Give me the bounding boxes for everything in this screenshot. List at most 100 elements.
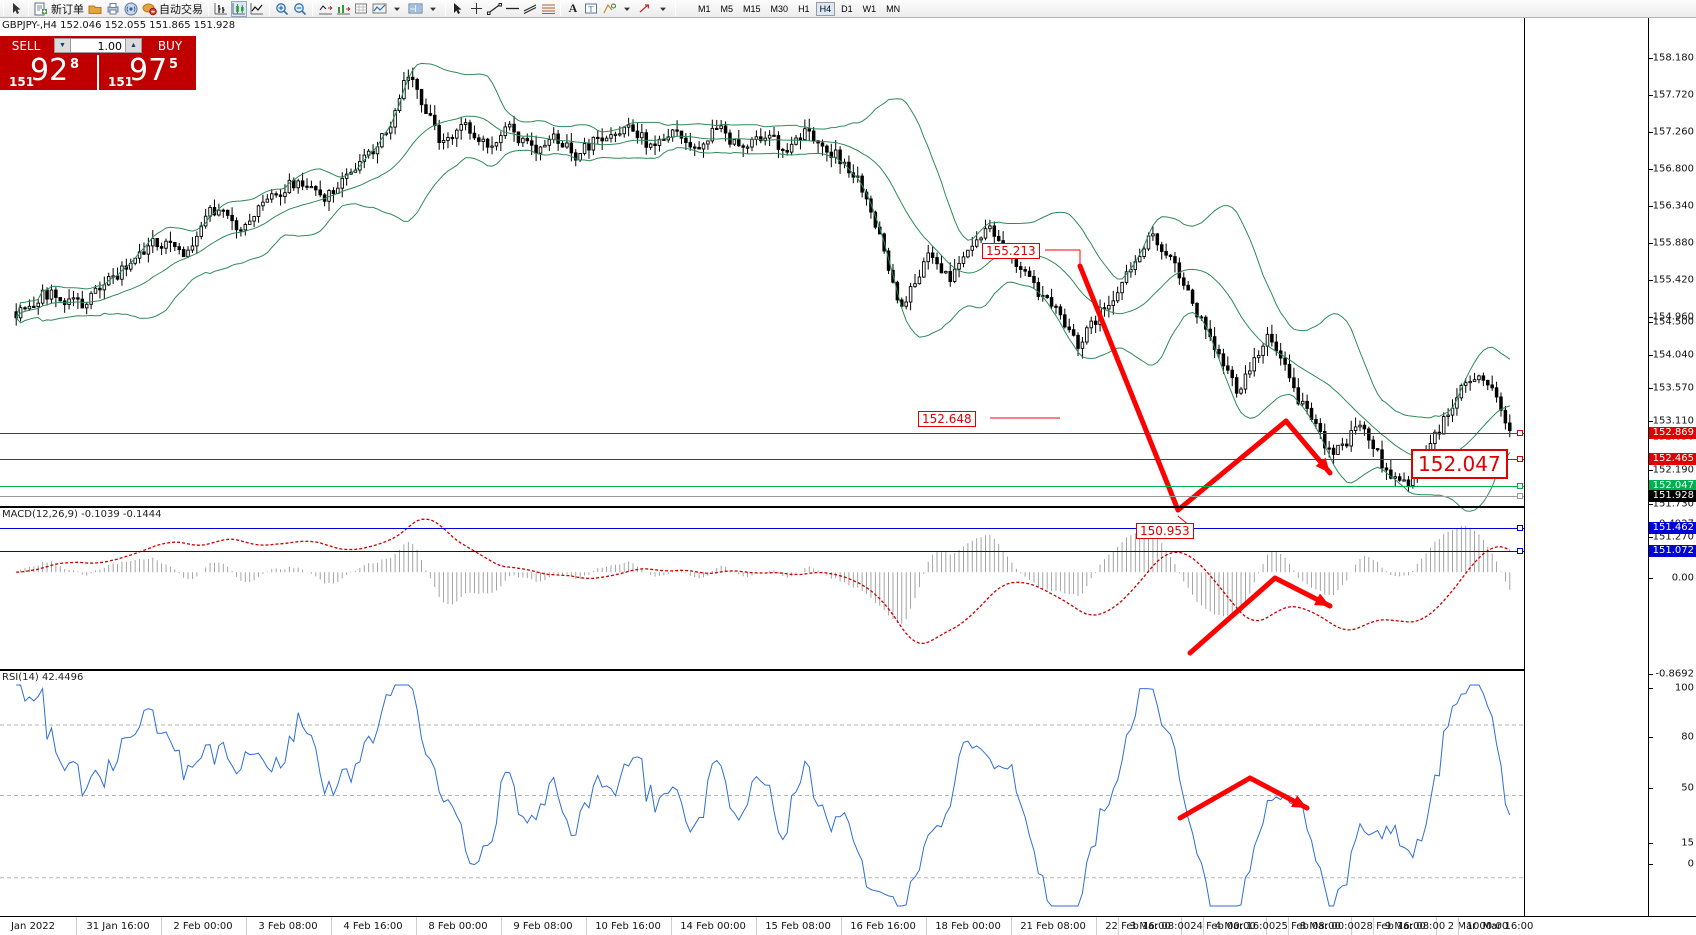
time-tick: [1096, 917, 1097, 935]
sell-quote[interactable]: 151 92 8: [0, 54, 97, 90]
price-badge-green[interactable]: 152.047: [1649, 480, 1696, 492]
arrows-icon[interactable]: [637, 1, 653, 17]
timeframe-d1[interactable]: D1: [841, 3, 853, 14]
price-annotation[interactable]: 155.213: [982, 243, 1040, 259]
level-line[interactable]: [0, 486, 1524, 487]
chevron-down-icon[interactable]: [425, 1, 441, 17]
auto-trading-label[interactable]: 自动交易: [159, 2, 203, 16]
timeframe-h4[interactable]: H4: [815, 1, 836, 16]
level-handle[interactable]: [1517, 525, 1523, 531]
timeframe-group: M1 M5 M15 M30 H1 H4 D1 W1 MN: [693, 1, 905, 16]
zoom-in-icon[interactable]: [274, 1, 290, 17]
price-tick-label: 154.960: [1652, 311, 1694, 323]
crosshair2-icon[interactable]: [468, 1, 484, 17]
price-axis[interactable]: 158.180 157.720 157.260 156.800 156.340 155.8…: [1648, 18, 1696, 916]
channel-icon[interactable]: [522, 1, 538, 17]
new-order-label[interactable]: 新订单: [51, 2, 84, 16]
chevron-up-icon[interactable]: ▲: [125, 38, 142, 53]
level-handle[interactable]: [1517, 548, 1523, 554]
price-tick-mark: [1649, 58, 1653, 59]
one-click-trading-panel[interactable]: SELL ▼ 1.00 ▲ BUY 151 92 8 151 97 5: [0, 36, 196, 90]
shift-icon[interactable]: [317, 1, 333, 17]
rsi-tick-label: 0: [1687, 858, 1694, 870]
trendline-icon[interactable]: [486, 1, 502, 17]
grid-icon[interactable]: [353, 1, 369, 17]
price-tick-label: 157.260: [1652, 126, 1694, 138]
volume-input[interactable]: 1.00: [71, 38, 125, 53]
volume-control[interactable]: ▼ 1.00 ▲: [52, 36, 144, 55]
chart-area[interactable]: MACD(12,26,9) -0.1039 -0.1444 RSI(14) 42…: [0, 18, 1696, 935]
time-label: 9 Feb 08:00: [513, 921, 573, 932]
level-handle[interactable]: [1517, 493, 1523, 499]
price-badge-black[interactable]: 151.928: [1649, 490, 1696, 502]
price-badge-blue[interactable]: 151.072: [1649, 545, 1696, 557]
price-tick-mark: [1649, 537, 1653, 538]
toolbar-divider: [312, 1, 313, 16]
shapes-icon[interactable]: [601, 1, 617, 17]
timeframe-m15[interactable]: M15: [743, 3, 761, 14]
signals-icon[interactable]: [123, 1, 139, 17]
time-label: 18 Feb 00:00: [935, 921, 1001, 932]
price-annotation[interactable]: 150.953: [1136, 523, 1194, 539]
chevron-down-icon[interactable]: [389, 1, 405, 17]
new-order-icon[interactable]: [33, 1, 49, 17]
level-handle[interactable]: [1517, 483, 1523, 489]
print-preview-icon[interactable]: [105, 1, 121, 17]
timeframe-mn[interactable]: MN: [886, 3, 901, 14]
level-handle[interactable]: [1517, 430, 1523, 436]
zoom-out-icon[interactable]: [292, 1, 308, 17]
price-tick-label: 156.800: [1652, 163, 1694, 175]
time-tick: [161, 917, 162, 935]
level-line[interactable]: [0, 459, 1524, 460]
time-label: 10 Mar 16:00: [1466, 921, 1534, 932]
folder-icon[interactable]: [87, 1, 103, 17]
price-tick-mark: [1649, 317, 1653, 318]
level-line[interactable]: [0, 433, 1524, 434]
time-axis[interactable]: Jan 2022 31 Jan 16:00 2 Feb 00:00 3 Feb 08:…: [0, 916, 1696, 935]
autoscroll-icon[interactable]: [335, 1, 351, 17]
price-tick-mark: [1649, 132, 1653, 133]
price-annotation[interactable]: 152.047: [1411, 449, 1508, 479]
templates-icon[interactable]: [407, 1, 423, 17]
horizontal-line-icon[interactable]: [504, 1, 520, 17]
sell-button[interactable]: SELL: [0, 36, 52, 55]
time-tick: [1288, 917, 1289, 935]
indicators-icon[interactable]: [371, 1, 387, 17]
arrow-cursor-icon[interactable]: [450, 1, 466, 17]
chevron-down-icon[interactable]: [619, 1, 635, 17]
toolbar-divider: [208, 1, 209, 16]
price-tick-mark: [1649, 470, 1653, 471]
price-badge-blue[interactable]: 151.462: [1649, 522, 1696, 534]
time-tick: [76, 917, 77, 935]
label-icon[interactable]: T: [583, 1, 599, 17]
timeframe-w1[interactable]: W1: [862, 3, 877, 14]
chevron-down-icon[interactable]: [655, 1, 671, 17]
timeframe-m1[interactable]: M1: [698, 3, 711, 14]
price-tick-label: 156.340: [1652, 200, 1694, 212]
level-line[interactable]: [0, 528, 1524, 529]
line-chart-icon[interactable]: [249, 1, 265, 17]
candle-chart-icon[interactable]: [231, 0, 247, 17]
price-tick-label: 157.720: [1652, 89, 1694, 101]
text-icon[interactable]: A: [568, 1, 578, 15]
time-label: 2 Mar 00:00: [1447, 921, 1509, 932]
chevron-down-icon[interactable]: ▼: [54, 38, 71, 53]
bar-chart-icon[interactable]: [213, 1, 229, 17]
price-tick-label: 154.040: [1652, 349, 1694, 361]
cursor-icon[interactable]: [8, 1, 24, 17]
price-badge-red[interactable]: 152.869: [1649, 427, 1696, 439]
level-handle[interactable]: [1517, 456, 1523, 462]
timeframe-h1[interactable]: H1: [798, 3, 810, 14]
price-annotation[interactable]: 152.648: [918, 411, 976, 427]
price-badge-red[interactable]: 152.465: [1649, 453, 1696, 465]
time-tick: [501, 917, 502, 935]
timeframe-m30[interactable]: M30: [770, 3, 789, 14]
buy-button[interactable]: BUY: [144, 36, 196, 55]
level-line[interactable]: [0, 496, 1524, 497]
timeframe-m5[interactable]: M5: [720, 3, 734, 14]
level-line[interactable]: [0, 551, 1524, 552]
auto-trading-icon[interactable]: [141, 1, 157, 17]
fibo-icon[interactable]: [540, 1, 556, 17]
buy-quote[interactable]: 151 97 5: [99, 54, 196, 90]
time-label: 21 Feb 08:00: [1020, 921, 1086, 932]
